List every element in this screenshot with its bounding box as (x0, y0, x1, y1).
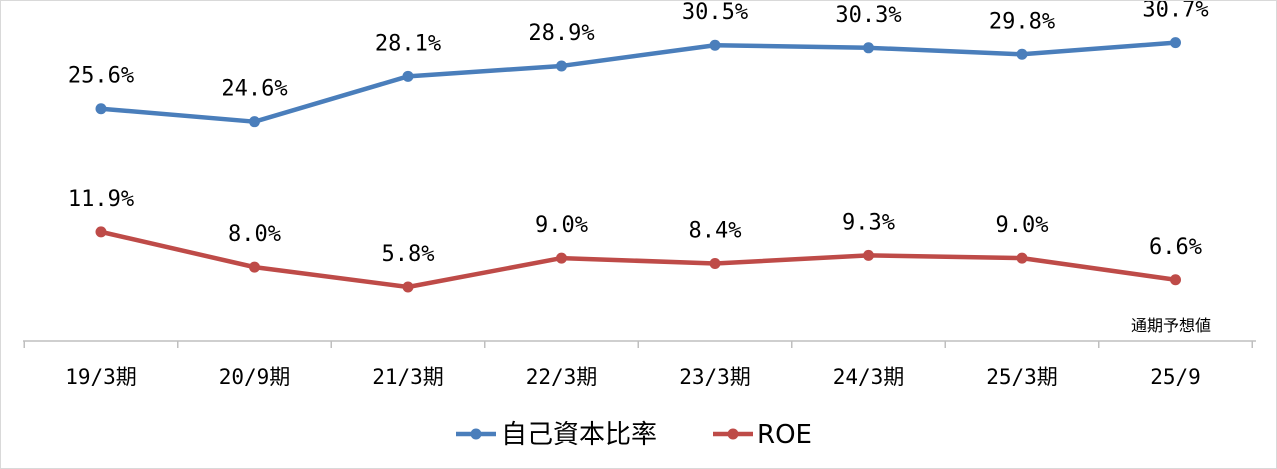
series-line-roe (98, 229, 1178, 290)
data-point (1016, 252, 1028, 264)
data-label: 8.4% (689, 219, 742, 244)
legend-swatch-marker (470, 428, 482, 440)
data-point (709, 39, 721, 51)
forecast-annotation: 通期予想値 (1131, 316, 1211, 335)
data-label: 6.6% (1149, 235, 1202, 260)
data-point (556, 252, 567, 264)
data-point (402, 281, 414, 293)
data-label: 29.8% (989, 9, 1055, 34)
x-tick-label: 22/3期 (526, 365, 598, 389)
data-point (249, 116, 260, 128)
legend-swatch-marker (727, 428, 739, 440)
x-tick-label: 19/3期 (65, 365, 137, 389)
data-point (1170, 274, 1181, 286)
data-point (249, 261, 260, 273)
data-label: 9.0% (535, 213, 588, 238)
x-tick-label: 21/3期 (372, 365, 444, 389)
data-point (1170, 37, 1181, 49)
data-point (863, 249, 874, 261)
x-tick-label: 23/3期 (679, 365, 751, 389)
legend-label: ROE (757, 420, 812, 450)
x-axis: 19/3期 20/9期 21/3期 22/3期 23/3期 24/3期 25/3期 25/9 (23, 340, 1256, 389)
data-label: 24.6% (221, 77, 287, 102)
x-tick-label: 25/3期 (986, 365, 1058, 389)
data-label: 9.3% (842, 210, 895, 235)
data-point (95, 226, 107, 238)
data-point (1016, 48, 1028, 60)
data-label: 9.0% (996, 213, 1049, 238)
legend-label: 自己資本比率 (501, 420, 657, 450)
series-line-equity-ratio (98, 40, 1178, 124)
data-label: 25.6% (68, 64, 134, 89)
data-point (863, 42, 874, 54)
data-label: 30.7% (1142, 1, 1208, 23)
data-label: 8.0% (228, 222, 281, 247)
x-tick-label: 25/9 (1150, 365, 1201, 389)
data-point (556, 60, 567, 72)
data-point (709, 258, 721, 270)
legend: 自己資本比率 ROE (456, 420, 812, 450)
data-label: 28.9% (528, 21, 594, 46)
data-labels: 25.6% 24.6% 28.1% 28.9% 30.5% 30.3% 29.8% 30.7%… (68, 1, 1209, 267)
series-layer (95, 37, 1181, 293)
x-tick-label: 24/3期 (833, 365, 905, 389)
data-label: 30.5% (682, 1, 748, 25)
data-label: 11.9% (68, 187, 134, 212)
data-label: 5.8% (382, 242, 435, 267)
data-point (95, 103, 107, 115)
data-label: 30.3% (835, 3, 901, 28)
x-tick-label: 20/9期 (219, 365, 291, 389)
data-point (402, 70, 414, 82)
data-label: 28.1% (375, 31, 441, 56)
